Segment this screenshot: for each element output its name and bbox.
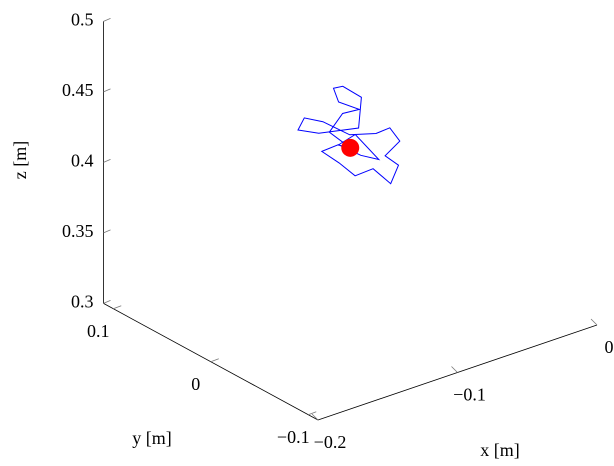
y-tick: [113, 305, 122, 310]
z-tick-label: 0.5: [71, 10, 94, 30]
z-tick-label: 0.45: [62, 80, 94, 100]
z-tick: [103, 229, 111, 234]
x-tick-label: −0.1: [453, 385, 486, 405]
z-tick: [103, 300, 111, 304]
x-axis-label: x [m]: [480, 440, 520, 460]
y-tick-label: 0: [191, 374, 200, 394]
y-tick: [308, 411, 317, 416]
trajectory: [297, 85, 401, 185]
z-tick: [103, 159, 111, 163]
y-tick-label: 0.1: [87, 321, 110, 341]
marker: [341, 138, 360, 157]
x-tick-label: 0: [605, 337, 614, 357]
z-tick-label: 0.35: [62, 221, 94, 241]
z-axis-label: z [m]: [10, 141, 30, 179]
x-tick: [451, 366, 458, 373]
x-tick-label: −0.2: [314, 432, 347, 452]
z-tick: [103, 88, 111, 93]
y-tick-label: −0.1: [277, 427, 310, 447]
x-tick: [311, 413, 319, 421]
z-tick-label: 0.4: [71, 151, 94, 171]
z-tick-label: 0.3: [71, 292, 94, 312]
z-tick: [103, 18, 111, 22]
y-axis-label: y [m]: [132, 428, 172, 448]
x-tick: [590, 318, 598, 326]
y-tick: [210, 358, 219, 363]
